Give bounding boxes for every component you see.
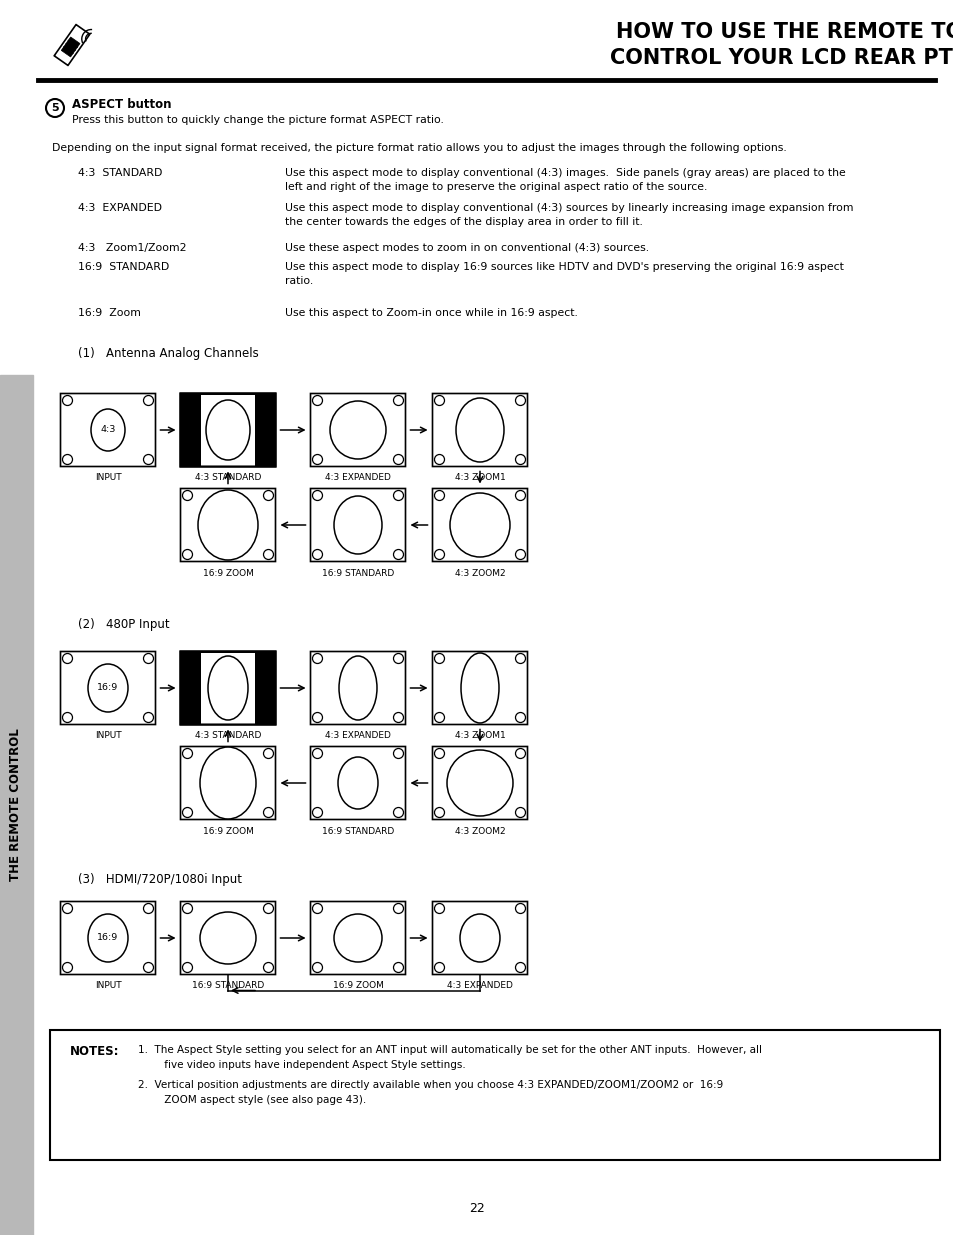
Text: 16:9  STANDARD: 16:9 STANDARD — [78, 262, 169, 272]
Ellipse shape — [200, 747, 255, 819]
Text: ZOOM aspect style (see also page 43).: ZOOM aspect style (see also page 43). — [148, 1095, 366, 1105]
Text: 4:3 EXPANDED: 4:3 EXPANDED — [325, 731, 391, 741]
FancyBboxPatch shape — [180, 489, 275, 562]
Text: Use this aspect mode to display 16:9 sources like HDTV and DVD's preserving the : Use this aspect mode to display 16:9 sou… — [285, 262, 843, 272]
Ellipse shape — [88, 664, 128, 713]
Text: 16:9 STANDARD: 16:9 STANDARD — [321, 568, 394, 578]
Text: (2)   480P Input: (2) 480P Input — [78, 618, 170, 631]
FancyBboxPatch shape — [432, 652, 527, 725]
Ellipse shape — [456, 398, 503, 462]
Ellipse shape — [200, 911, 255, 965]
FancyBboxPatch shape — [432, 394, 527, 467]
FancyBboxPatch shape — [68, 37, 80, 48]
Ellipse shape — [330, 401, 386, 459]
Text: Depending on the input signal format received, the picture format ratio allows y: Depending on the input signal format rec… — [52, 143, 786, 153]
Text: 4:3 ZOOM2: 4:3 ZOOM2 — [455, 826, 505, 836]
Text: Use these aspect modes to zoom in on conventional (4:3) sources.: Use these aspect modes to zoom in on con… — [285, 243, 648, 253]
Text: 16:9 ZOOM: 16:9 ZOOM — [202, 568, 253, 578]
FancyBboxPatch shape — [432, 746, 527, 820]
Bar — [201, 394, 254, 466]
Ellipse shape — [450, 493, 510, 557]
Ellipse shape — [459, 914, 499, 962]
FancyBboxPatch shape — [180, 746, 275, 820]
Text: INPUT: INPUT — [94, 731, 121, 741]
Text: Press this button to quickly change the picture format ASPECT ratio.: Press this button to quickly change the … — [71, 115, 443, 125]
Text: left and right of the image to preserve the original aspect ratio of the source.: left and right of the image to preserve … — [285, 182, 706, 191]
Text: (3)   HDMI/720P/1080i Input: (3) HDMI/720P/1080i Input — [78, 873, 242, 885]
Text: Use this aspect mode to display conventional (4:3) images.  Side panels (gray ar: Use this aspect mode to display conventi… — [285, 168, 845, 178]
Text: Use this aspect mode to display conventional (4:3) sources by linearly increasin: Use this aspect mode to display conventi… — [285, 203, 853, 212]
FancyBboxPatch shape — [310, 902, 405, 974]
Text: 4:3: 4:3 — [100, 426, 115, 435]
Text: 2.  Vertical position adjustments are directly available when you choose 4:3 EXP: 2. Vertical position adjustments are dir… — [138, 1079, 722, 1091]
FancyBboxPatch shape — [180, 652, 275, 725]
FancyBboxPatch shape — [61, 47, 73, 57]
FancyBboxPatch shape — [66, 40, 78, 51]
Text: 16:9: 16:9 — [97, 683, 118, 693]
Text: 4:3 STANDARD: 4:3 STANDARD — [194, 731, 261, 741]
FancyBboxPatch shape — [310, 746, 405, 820]
Text: 22: 22 — [469, 1202, 484, 1215]
Text: 4:3 ZOOM1: 4:3 ZOOM1 — [455, 473, 505, 483]
Text: HOW TO USE THE REMOTE TO: HOW TO USE THE REMOTE TO — [616, 22, 953, 42]
Text: INPUT: INPUT — [94, 982, 121, 990]
FancyBboxPatch shape — [60, 652, 155, 725]
FancyBboxPatch shape — [60, 394, 155, 467]
Ellipse shape — [206, 400, 250, 459]
Text: 4:3 ZOOM1: 4:3 ZOOM1 — [455, 731, 505, 741]
Text: 16:9 ZOOM: 16:9 ZOOM — [333, 982, 383, 990]
Text: 16:9 ZOOM: 16:9 ZOOM — [202, 826, 253, 836]
Ellipse shape — [338, 656, 376, 720]
Ellipse shape — [208, 656, 248, 720]
Ellipse shape — [88, 914, 128, 962]
Text: THE REMOTE CONTROL: THE REMOTE CONTROL — [10, 729, 23, 882]
FancyBboxPatch shape — [310, 394, 405, 467]
Text: five video inputs have independent Aspect Style settings.: five video inputs have independent Aspec… — [148, 1060, 465, 1070]
Text: ASPECT button: ASPECT button — [71, 98, 172, 110]
Text: the center towards the edges of the display area in order to fill it.: the center towards the edges of the disp… — [285, 217, 642, 227]
FancyBboxPatch shape — [180, 902, 275, 974]
Text: 4:3   Zoom1/Zoom2: 4:3 Zoom1/Zoom2 — [78, 243, 186, 253]
Text: 4:3 EXPANDED: 4:3 EXPANDED — [325, 473, 391, 483]
Text: CONTROL YOUR LCD REAR PTV: CONTROL YOUR LCD REAR PTV — [610, 48, 953, 68]
FancyBboxPatch shape — [54, 25, 90, 65]
FancyBboxPatch shape — [60, 902, 155, 974]
Ellipse shape — [447, 750, 513, 816]
Bar — [0, 375, 33, 1235]
FancyBboxPatch shape — [63, 43, 75, 54]
Ellipse shape — [337, 757, 377, 809]
Bar — [201, 652, 254, 724]
Text: 16:9: 16:9 — [97, 934, 118, 942]
Text: 16:9 STANDARD: 16:9 STANDARD — [321, 826, 394, 836]
Text: ratio.: ratio. — [285, 275, 313, 287]
Text: 16:9  Zoom: 16:9 Zoom — [78, 308, 141, 317]
Text: NOTES:: NOTES: — [70, 1045, 119, 1058]
Text: 4:3 EXPANDED: 4:3 EXPANDED — [447, 982, 513, 990]
Text: INPUT: INPUT — [94, 473, 121, 483]
Ellipse shape — [198, 490, 257, 559]
Text: 16:9 STANDARD: 16:9 STANDARD — [192, 982, 264, 990]
Ellipse shape — [334, 914, 381, 962]
Text: 4:3  EXPANDED: 4:3 EXPANDED — [78, 203, 162, 212]
Text: 4:3 STANDARD: 4:3 STANDARD — [194, 473, 261, 483]
Text: 4:3 ZOOM2: 4:3 ZOOM2 — [455, 568, 505, 578]
Ellipse shape — [334, 496, 381, 555]
Ellipse shape — [91, 409, 125, 451]
Text: 5: 5 — [51, 103, 59, 112]
FancyBboxPatch shape — [180, 394, 275, 467]
FancyBboxPatch shape — [310, 652, 405, 725]
Text: Use this aspect to Zoom-in once while in 16:9 aspect.: Use this aspect to Zoom-in once while in… — [285, 308, 578, 317]
FancyBboxPatch shape — [310, 489, 405, 562]
Bar — [50, 1030, 939, 1160]
Text: 1.  The Aspect Style setting you select for an ANT input will automatically be s: 1. The Aspect Style setting you select f… — [138, 1045, 761, 1055]
Ellipse shape — [460, 653, 498, 722]
FancyBboxPatch shape — [432, 489, 527, 562]
Text: (1)   Antenna Analog Channels: (1) Antenna Analog Channels — [78, 347, 258, 359]
FancyBboxPatch shape — [432, 902, 527, 974]
Text: 4:3  STANDARD: 4:3 STANDARD — [78, 168, 162, 178]
